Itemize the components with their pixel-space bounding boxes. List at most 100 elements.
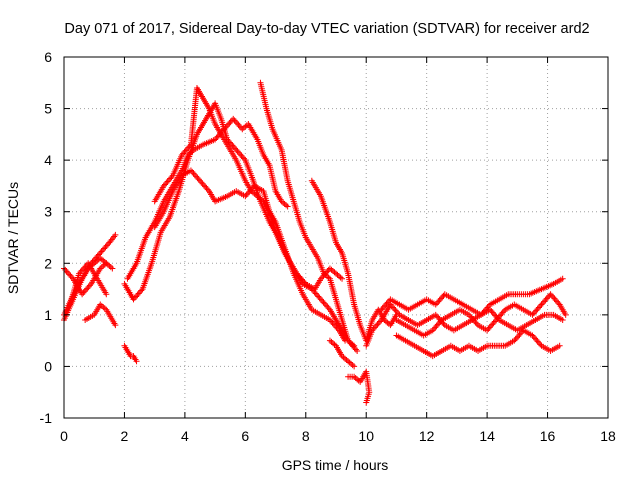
data-point-marker xyxy=(247,187,254,194)
series-sat-e xyxy=(61,255,116,318)
data-point-marker xyxy=(109,265,116,272)
data-point-marker xyxy=(538,301,545,308)
data-point-marker xyxy=(321,300,328,307)
data-point-marker xyxy=(543,295,550,302)
data-point-marker xyxy=(78,267,85,274)
data-point-marker xyxy=(374,321,381,328)
series-sat-m xyxy=(326,337,358,370)
data-point-marker xyxy=(317,296,324,303)
data-point-marker xyxy=(231,145,238,152)
data-point-marker xyxy=(234,120,241,127)
data-point-marker xyxy=(315,293,322,300)
data-point-marker xyxy=(436,319,443,326)
data-point-marker xyxy=(534,338,541,345)
data-point-marker xyxy=(235,121,242,128)
data-point-marker xyxy=(62,266,69,273)
data-point-marker xyxy=(559,317,566,324)
y-tick-label: 1 xyxy=(44,307,52,323)
data-point-marker xyxy=(556,342,563,349)
data-point-marker xyxy=(484,327,491,334)
data-point-marker xyxy=(395,310,402,317)
data-point-marker xyxy=(491,318,498,325)
data-point-marker xyxy=(225,121,232,128)
data-point-marker xyxy=(371,324,378,331)
data-point-marker xyxy=(136,289,143,296)
data-point-marker xyxy=(167,175,174,182)
data-point-marker xyxy=(103,242,110,249)
data-point-marker xyxy=(535,339,542,346)
data-point-marker xyxy=(532,335,539,342)
data-point-marker xyxy=(373,322,380,329)
data-point-marker xyxy=(512,336,519,343)
data-point-marker xyxy=(218,129,225,136)
data-point-marker xyxy=(326,317,333,324)
data-point-marker xyxy=(559,275,566,282)
data-point-marker xyxy=(284,203,291,210)
data-point-marker xyxy=(377,318,384,325)
plot-frame xyxy=(63,56,609,419)
data-point-marker xyxy=(429,327,436,334)
data-point-marker xyxy=(383,300,390,307)
data-point-marker xyxy=(77,269,84,276)
data-point-marker xyxy=(317,275,324,282)
data-point-marker xyxy=(84,285,91,292)
data-point-marker xyxy=(236,123,243,130)
x-tick-label: 10 xyxy=(358,428,374,444)
y-tick-label: 0 xyxy=(44,358,52,374)
data-point-marker xyxy=(324,303,331,310)
x-tick-label: 12 xyxy=(419,428,435,444)
data-point-marker xyxy=(248,185,255,192)
data-point-marker xyxy=(542,297,549,304)
data-point-marker xyxy=(215,132,222,139)
data-point-marker xyxy=(534,305,541,312)
data-point-marker xyxy=(375,319,382,326)
data-point-marker xyxy=(138,287,145,294)
data-point-marker xyxy=(391,305,398,312)
data-point-marker xyxy=(217,130,224,137)
data-point-marker xyxy=(160,182,167,189)
data-point-marker xyxy=(103,291,110,298)
data-points xyxy=(61,79,569,406)
data-point-marker xyxy=(499,309,506,316)
data-point-marker xyxy=(202,183,209,190)
data-point-marker xyxy=(168,174,175,181)
y-tick-label: 5 xyxy=(44,101,52,117)
data-point-marker xyxy=(533,307,540,314)
x-tick-label: 8 xyxy=(302,428,310,444)
data-point-marker xyxy=(489,321,496,328)
y-tick-label: 4 xyxy=(44,152,52,168)
x-tick-label: 16 xyxy=(540,428,556,444)
data-point-marker xyxy=(437,318,444,325)
data-point-marker xyxy=(517,330,524,337)
data-point-marker xyxy=(530,333,537,340)
data-point-marker xyxy=(351,345,358,352)
data-point-marker xyxy=(203,185,210,192)
x-tick-label: 4 xyxy=(181,428,189,444)
data-point-marker xyxy=(473,320,480,327)
data-point-marker xyxy=(537,303,544,310)
data-point-marker xyxy=(79,266,86,273)
data-point-marker xyxy=(333,324,340,331)
data-point-marker xyxy=(101,245,108,252)
data-point-marker xyxy=(319,274,326,281)
data-point-marker xyxy=(319,297,326,304)
data-point-marker xyxy=(530,310,537,317)
y-tick-label: -1 xyxy=(40,410,53,426)
data-point-marker xyxy=(393,308,400,315)
data-point-marker xyxy=(562,311,569,318)
data-point-marker xyxy=(552,297,559,304)
data-point-marker xyxy=(186,143,193,150)
data-point-marker xyxy=(488,308,495,315)
data-point-marker xyxy=(352,346,359,353)
data-point-marker xyxy=(348,342,355,349)
data-point-marker xyxy=(491,311,498,318)
series-sat-l xyxy=(345,368,373,406)
data-point-marker xyxy=(468,314,475,321)
data-point-marker xyxy=(189,168,196,175)
series-sat-i xyxy=(151,167,349,344)
data-point-marker xyxy=(79,291,86,298)
data-point-marker xyxy=(191,171,198,178)
data-point-marker xyxy=(485,325,492,332)
